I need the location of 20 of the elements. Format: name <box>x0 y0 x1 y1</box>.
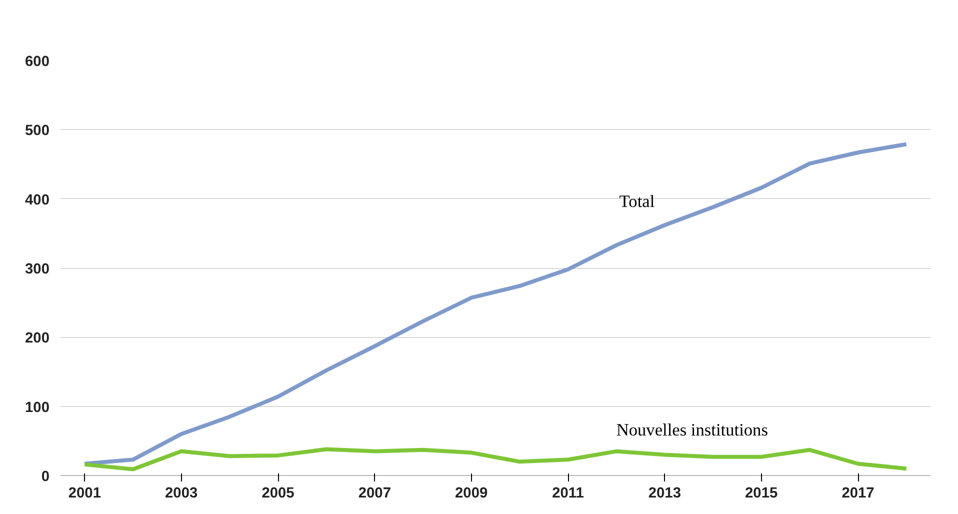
x-tick-label: 2011 <box>552 486 584 502</box>
line-series <box>82 142 908 466</box>
y-tick-label: 400 <box>25 192 50 208</box>
x-tick-label: 2003 <box>165 486 198 502</box>
x-tick-label: 2013 <box>648 486 681 502</box>
x-tick-label: 2015 <box>745 486 778 502</box>
x-tick-label: 2005 <box>262 486 294 502</box>
series-label: Total <box>619 192 655 212</box>
y-tick-label: 600 <box>25 54 50 70</box>
x-tick-label: 2009 <box>455 486 488 502</box>
series-label: Nouvelles institutions <box>616 420 768 440</box>
y-tick-label: 500 <box>25 123 50 140</box>
line-series <box>82 447 908 472</box>
x-tick-label: 2007 <box>358 486 391 502</box>
x-tick-label: 2001 <box>68 486 101 502</box>
y-tick-label: 100 <box>25 400 50 416</box>
y-tick-label: 200 <box>25 330 50 347</box>
y-tick-label: 300 <box>25 262 50 278</box>
y-tick-label: 0 <box>41 469 50 485</box>
x-tick-label: 2017 <box>842 486 874 502</box>
